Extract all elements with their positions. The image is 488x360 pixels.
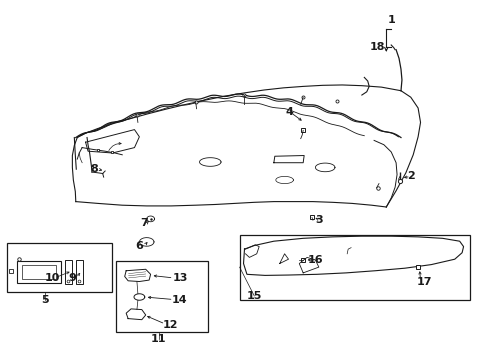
Text: 6: 6 <box>135 240 143 251</box>
Bar <box>7 243 112 292</box>
Bar <box>116 261 208 332</box>
Text: 1: 1 <box>386 15 394 25</box>
Text: 15: 15 <box>246 291 262 301</box>
Text: 14: 14 <box>172 294 187 305</box>
Bar <box>22 265 56 279</box>
Text: 8: 8 <box>90 164 98 174</box>
Text: 2: 2 <box>406 171 414 181</box>
Text: 13: 13 <box>172 273 187 283</box>
Bar <box>17 261 61 283</box>
Text: 17: 17 <box>416 276 431 287</box>
Bar <box>239 235 469 300</box>
Text: 5: 5 <box>41 294 49 305</box>
Text: 7: 7 <box>140 218 148 228</box>
Bar <box>76 260 82 284</box>
Text: 9: 9 <box>68 273 76 283</box>
Bar <box>65 260 72 284</box>
Text: 11: 11 <box>151 334 166 344</box>
Text: 4: 4 <box>285 107 293 117</box>
Text: 3: 3 <box>314 215 322 225</box>
Text: 16: 16 <box>307 255 323 265</box>
Text: 18: 18 <box>369 42 385 52</box>
Text: 10: 10 <box>45 273 61 283</box>
Text: 12: 12 <box>162 320 178 330</box>
